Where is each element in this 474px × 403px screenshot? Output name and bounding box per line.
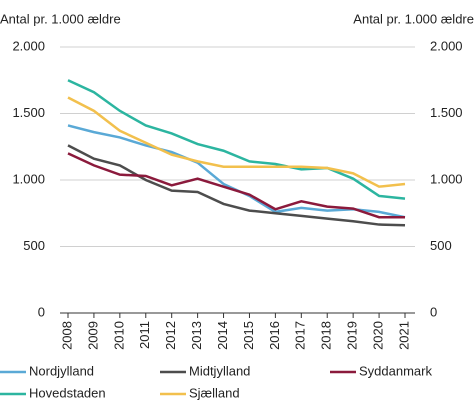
legend-label: Midtjylland xyxy=(189,363,250,378)
x-tick-label: 2019 xyxy=(345,321,360,350)
y2-tick-label: 1.500 xyxy=(430,105,463,120)
x-tick-label: 2008 xyxy=(59,321,74,350)
x-tick-label: 2010 xyxy=(111,321,126,350)
x-tick-label: 2011 xyxy=(137,321,152,349)
series-line xyxy=(67,144,406,227)
y-tick-label: 1.000 xyxy=(12,171,45,186)
y2-tick-label: 1.000 xyxy=(430,171,463,186)
x-tick-label: 2013 xyxy=(189,321,204,350)
legend-label: Hovedstaden xyxy=(29,385,106,400)
x-tick-label: 2020 xyxy=(371,321,386,350)
y2-tick-label: 0 xyxy=(430,304,437,319)
x-tick-label: 2014 xyxy=(215,321,230,350)
y-tick-label: 500 xyxy=(23,238,45,253)
y2-axis-label: Antal pr. 1.000 ældre xyxy=(353,11,474,26)
x-tick-label: 2016 xyxy=(267,321,282,350)
series-line xyxy=(67,96,406,188)
legend-label: Syddanmark xyxy=(359,363,432,378)
y-tick-label: 2.000 xyxy=(12,38,45,53)
x-tick-label: 2012 xyxy=(163,321,178,350)
series-line xyxy=(67,152,405,219)
x-tick-label: 2015 xyxy=(241,321,256,350)
legend-label: Sjælland xyxy=(189,385,240,400)
y-tick-label: 1.500 xyxy=(12,105,45,120)
x-tick-label: 2009 xyxy=(85,321,100,350)
y-tick-label: 0 xyxy=(38,304,45,319)
x-tick-label: 2018 xyxy=(319,321,334,350)
y2-tick-label: 2.000 xyxy=(430,38,463,53)
x-tick-label: 2021 xyxy=(396,321,411,350)
series-line xyxy=(67,124,406,219)
y2-tick-label: 500 xyxy=(430,238,452,253)
legend-label: Nordjylland xyxy=(29,363,94,378)
y-axis-label: Antal pr. 1.000 ældre xyxy=(0,11,121,26)
x-tick-label: 2017 xyxy=(293,321,308,350)
series-line xyxy=(67,79,406,200)
